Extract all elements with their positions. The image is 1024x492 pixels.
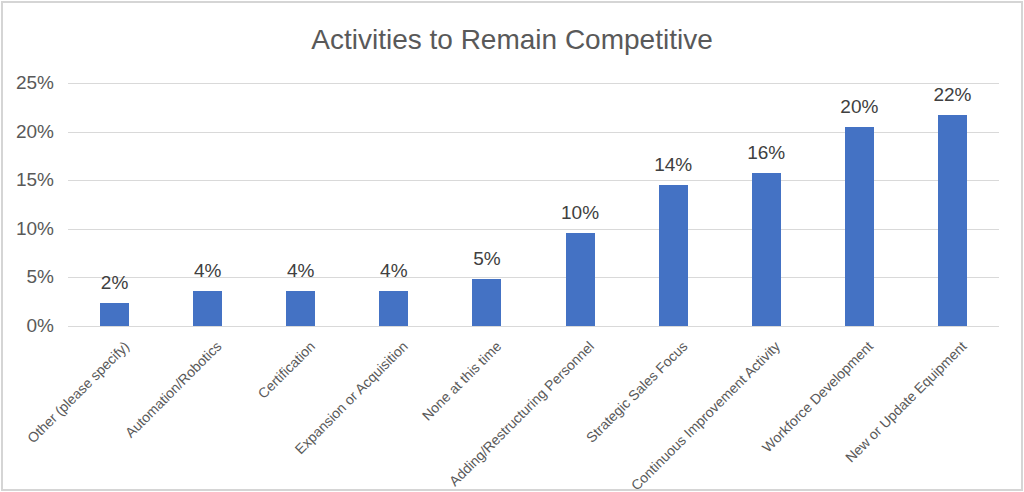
bar-value-label: 14%	[628, 155, 718, 175]
bar	[752, 173, 781, 326]
chart-title: Activities to Remain Competitive	[0, 24, 1024, 56]
bar-value-label: 4%	[256, 261, 346, 281]
bar-chart: Activities to Remain Competitive 25% 20% 1…	[0, 0, 1024, 492]
bar	[938, 115, 967, 326]
y-tick-label: 20%	[0, 122, 54, 142]
category-label: Strategic Sales Focus	[583, 338, 691, 446]
y-tick-label: 5%	[0, 267, 54, 287]
y-tick-label: 0%	[0, 316, 54, 336]
y-tick-label: 25%	[0, 73, 54, 93]
y-tick-label: 15%	[0, 170, 54, 190]
bar-value-label: 5%	[442, 249, 532, 269]
category-label: Certification	[254, 338, 318, 402]
bar-value-label: 4%	[163, 261, 253, 281]
bar-value-label: 16%	[721, 143, 811, 163]
bar	[193, 291, 222, 326]
bar-value-label: 4%	[349, 261, 439, 281]
y-tick-label: 10%	[0, 219, 54, 239]
bar	[845, 127, 874, 326]
bar	[379, 291, 408, 326]
category-label: None at this time	[419, 338, 505, 424]
bar	[566, 233, 595, 326]
bar	[100, 303, 129, 326]
gridline	[68, 83, 999, 84]
bar	[286, 291, 315, 326]
bar	[472, 279, 501, 326]
category-label: Other (please specify)	[24, 338, 132, 446]
bar-value-label: 10%	[535, 203, 625, 223]
category-label: Automation/Robotics	[122, 338, 225, 441]
bar-value-label: 2%	[70, 273, 160, 293]
category-label: Continuous Improvement Activity	[628, 338, 783, 492]
bar-value-label: 22%	[907, 85, 997, 105]
bar	[659, 185, 688, 326]
bar-value-label: 20%	[814, 97, 904, 117]
gridline	[68, 326, 999, 327]
